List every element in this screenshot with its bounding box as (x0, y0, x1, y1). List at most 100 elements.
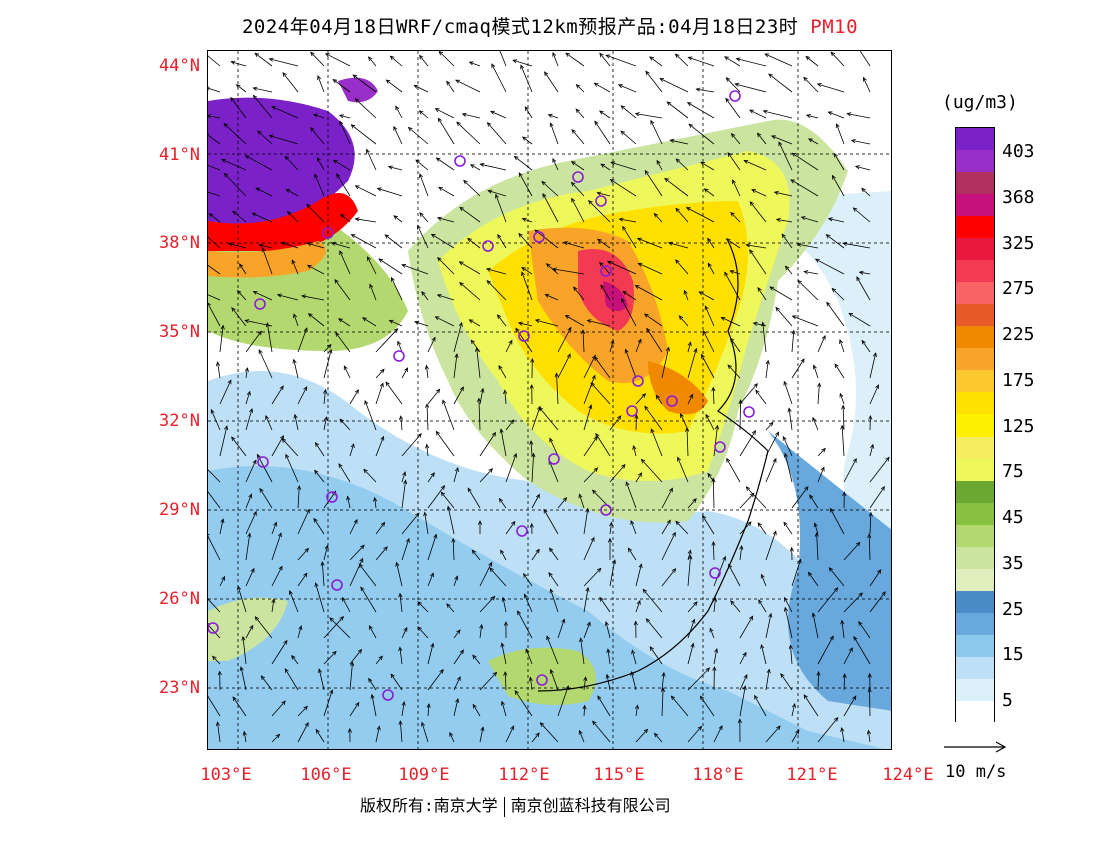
legend-swatch (956, 656, 994, 680)
wind-vector (386, 79, 403, 93)
wind-vector-head (725, 238, 731, 243)
wind-vector (522, 218, 533, 223)
wind-vector (544, 71, 559, 93)
wind-vector (417, 626, 429, 639)
station-marker (382, 689, 394, 701)
wind-vector (713, 597, 716, 613)
wind-vector-head (242, 730, 247, 736)
wind-vector (459, 207, 481, 223)
wind-vector (594, 82, 611, 93)
wind-vector (790, 645, 793, 665)
wind-vector (297, 327, 308, 353)
wind-vector (446, 603, 455, 613)
wind-vector (583, 587, 589, 613)
wind-vector-head (775, 431, 779, 437)
wind-vector (812, 417, 819, 431)
wind-vector-head (257, 330, 262, 336)
wind-vector-head (729, 337, 735, 343)
wind-vector (583, 375, 596, 405)
wind-vector-head (757, 287, 762, 292)
wind-vector (269, 135, 299, 145)
wind-vector (812, 613, 819, 639)
wind-vector-head (578, 729, 583, 735)
wind-vector (675, 521, 689, 535)
wind-vector-head (571, 128, 576, 134)
wind-vector-head (521, 271, 525, 277)
wind-vector-head (437, 257, 442, 262)
map-frame (207, 50, 892, 750)
wind-vector-head (858, 621, 863, 626)
wind-vector-head (385, 79, 391, 84)
wind-vector (791, 730, 800, 743)
lat-label-35: 35°N (159, 322, 200, 342)
wind-vector-head (812, 416, 817, 422)
wind-vector (609, 415, 622, 431)
legend-label: 75 (1002, 461, 1024, 483)
wind-vector-head (357, 648, 363, 654)
wind-vector-head (678, 315, 684, 321)
wind-vector (765, 669, 770, 691)
wind-vector (364, 400, 377, 431)
wind-vector-head (599, 596, 604, 602)
wind-vector (237, 586, 247, 613)
wind-vector-head (749, 249, 754, 254)
wind-vector-head (499, 428, 504, 434)
wind-vector-head (840, 726, 845, 732)
lat-label-32: 32°N (159, 411, 200, 431)
wind-vector-head (415, 159, 420, 164)
wind-vector (792, 315, 819, 327)
wind-vector (597, 192, 611, 197)
wind-vector (548, 460, 559, 483)
wind-vector (869, 384, 879, 405)
wind-vector (316, 157, 325, 171)
wind-vector (315, 729, 325, 743)
wind-vector (239, 263, 247, 275)
wind-vector-head (816, 83, 822, 87)
wind-vector-head (421, 721, 425, 727)
wind-vector (600, 163, 611, 171)
wind-vector (805, 56, 819, 67)
wind-vector (426, 404, 429, 431)
wind-vector-head (796, 242, 802, 247)
wind-vector (797, 243, 819, 249)
wind-vector-head (383, 546, 388, 551)
wind-vector-head (211, 655, 217, 661)
legend-label: 35 (1002, 552, 1024, 574)
wind-vector (563, 241, 585, 249)
wind-vector (349, 443, 355, 457)
wind-vector-head (636, 599, 641, 605)
wind-vector (583, 355, 596, 379)
wind-vector (417, 601, 429, 613)
wind-vector-head (224, 425, 229, 431)
wind-vector-head (835, 123, 840, 129)
wind-vector (625, 349, 637, 379)
legend-label: 225 (1002, 324, 1035, 346)
wind-vector (730, 212, 741, 223)
wind-vector (237, 290, 247, 301)
wind-vector-head (683, 289, 688, 295)
wind-vector-head (544, 71, 549, 77)
wind-vector-head (291, 654, 296, 660)
wind-vector-head (869, 443, 874, 449)
wind-vector (869, 352, 877, 379)
wind-vector-head (297, 485, 302, 490)
wind-vector-head (711, 386, 716, 392)
wind-vector-head (231, 436, 236, 441)
station-marker (208, 622, 219, 634)
wind-vector-head (593, 82, 599, 87)
wind-vector (746, 486, 767, 509)
wind-vector-head (675, 259, 680, 264)
wind-vector (297, 386, 308, 405)
wind-vector-head (378, 655, 383, 661)
wind-vector-head (265, 415, 270, 420)
wind-vector (208, 491, 221, 509)
wind-vector-head (650, 428, 655, 434)
wind-vector-head (231, 306, 236, 312)
wind-vector-head (230, 60, 236, 65)
wind-vector (583, 436, 598, 457)
wind-vector-head (350, 124, 356, 129)
wind-vector (607, 649, 611, 665)
wind-vector (661, 519, 671, 535)
wind-vector-head (329, 689, 334, 695)
wind-vector-head (284, 668, 289, 673)
